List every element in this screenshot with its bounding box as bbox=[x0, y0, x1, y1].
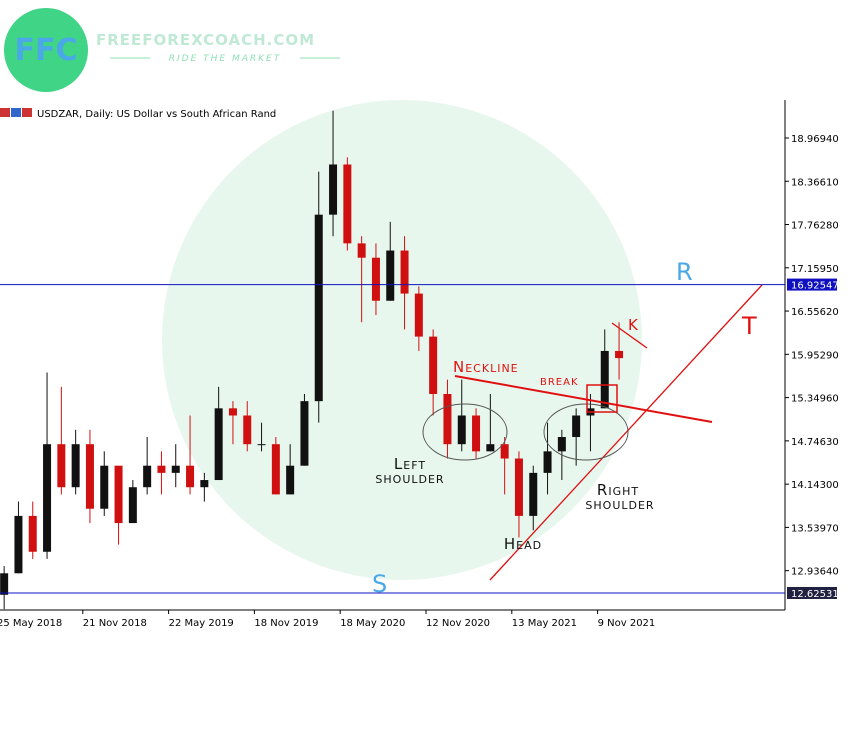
candle-body bbox=[615, 350, 624, 359]
y-tick-label: 15.95290 bbox=[791, 350, 839, 361]
candle-body bbox=[414, 293, 423, 337]
candle-body bbox=[329, 164, 338, 215]
x-tick-label: 13 May 2021 bbox=[512, 618, 577, 629]
candle-body bbox=[0, 573, 9, 595]
chart-icon bbox=[11, 108, 21, 117]
candle-body bbox=[357, 243, 366, 258]
candle-body bbox=[572, 415, 581, 438]
candle-body bbox=[500, 444, 509, 459]
logo-circle bbox=[4, 8, 88, 92]
y-tick-label: 15.34960 bbox=[791, 394, 839, 405]
candle-body bbox=[14, 515, 23, 574]
x-tick-label: 18 Nov 2019 bbox=[254, 618, 318, 629]
annotation: K bbox=[628, 316, 639, 334]
candle-body bbox=[486, 444, 495, 452]
x-tick-label: 12 Nov 2020 bbox=[426, 618, 490, 629]
y-tick-label: 18.96940 bbox=[791, 134, 839, 145]
annotation: break bbox=[540, 373, 579, 389]
level-label: 12.62531 bbox=[791, 589, 839, 600]
shoulder-ellipse bbox=[543, 403, 629, 461]
y-tick-label: 14.14300 bbox=[791, 480, 839, 491]
annotation: Head bbox=[504, 535, 542, 553]
candle-body bbox=[114, 465, 123, 524]
candle-body bbox=[100, 465, 109, 509]
annotation: shoulder bbox=[585, 495, 654, 513]
y-tick-label: 13.53970 bbox=[791, 523, 839, 534]
candle-body bbox=[371, 257, 380, 301]
candle-body bbox=[28, 515, 37, 552]
candle-body bbox=[543, 451, 552, 473]
candle-body bbox=[443, 393, 452, 445]
trendline bbox=[489, 284, 763, 581]
candle-body bbox=[286, 465, 295, 495]
candle-body bbox=[85, 444, 94, 509]
annotation: Right bbox=[597, 481, 639, 499]
candle-body bbox=[228, 408, 237, 416]
candle-body bbox=[43, 444, 52, 552]
candle-body bbox=[314, 214, 323, 402]
candle-body bbox=[143, 465, 152, 488]
candle-body bbox=[529, 472, 538, 516]
y-tick-label: 18.36610 bbox=[791, 177, 839, 188]
shoulder-ellipse bbox=[422, 403, 508, 461]
candle-body bbox=[243, 415, 252, 445]
level-name: S bbox=[372, 570, 387, 598]
candle-body bbox=[128, 487, 137, 524]
y-tick-label: 17.15950 bbox=[791, 264, 839, 275]
chart-title: USDZAR, Daily: US Dollar vs South Africa… bbox=[37, 109, 276, 120]
level-label: 16.92547 bbox=[791, 281, 839, 292]
annotations: Neckline break K T Left shoulder Right s… bbox=[375, 284, 763, 581]
candle-body bbox=[429, 336, 438, 394]
annotation: T bbox=[741, 312, 757, 340]
logo-name: FREEFOREXCOACH.COM bbox=[96, 31, 315, 49]
x-tick-label: 9 Nov 2021 bbox=[598, 618, 656, 629]
candle-body bbox=[386, 250, 395, 301]
chart-icon bbox=[22, 108, 32, 117]
candle-body bbox=[71, 444, 80, 488]
x-tick-label: 18 May 2020 bbox=[340, 618, 405, 629]
annotation: Left bbox=[394, 455, 426, 473]
annotation: Neckline bbox=[453, 358, 519, 376]
candle-body bbox=[200, 480, 209, 488]
candle-body bbox=[57, 444, 66, 488]
x-tick-label: 22 May 2019 bbox=[169, 618, 234, 629]
candle-body bbox=[157, 465, 166, 473]
annotation: shoulder bbox=[375, 469, 444, 487]
candle-body bbox=[171, 465, 180, 473]
plot bbox=[0, 110, 624, 610]
logo-mark: FFC bbox=[14, 33, 77, 68]
k-line bbox=[611, 322, 648, 349]
x-tick-label: 25 May 2018 bbox=[0, 618, 62, 629]
y-tick-label: 12.93640 bbox=[791, 567, 839, 578]
level-name: R bbox=[676, 258, 693, 286]
candle-body bbox=[557, 437, 566, 452]
logo-tagline: RIDE THE MARKET bbox=[169, 54, 281, 64]
candle-body bbox=[214, 408, 223, 481]
break-box bbox=[586, 384, 618, 413]
y-tick-label: 14.74630 bbox=[791, 437, 839, 448]
candle-body bbox=[472, 415, 481, 452]
candle-body bbox=[514, 458, 523, 516]
candle-body bbox=[343, 164, 352, 244]
chart-icon bbox=[0, 108, 10, 117]
y-tick-label: 17.76280 bbox=[791, 221, 839, 232]
candle-body bbox=[600, 350, 609, 409]
candle-body bbox=[271, 444, 280, 495]
candle-body bbox=[457, 415, 466, 445]
candle-body bbox=[186, 465, 195, 488]
level-label-bg bbox=[787, 278, 837, 291]
candle-body bbox=[257, 444, 266, 446]
level-label-bg bbox=[787, 586, 837, 599]
x-tick-label: 21 Nov 2018 bbox=[83, 618, 147, 629]
y-tick-label: 16.55620 bbox=[791, 307, 839, 318]
candle-body bbox=[400, 250, 409, 294]
neckline bbox=[454, 375, 713, 423]
candle-body bbox=[300, 401, 309, 466]
watermark bbox=[162, 100, 642, 580]
